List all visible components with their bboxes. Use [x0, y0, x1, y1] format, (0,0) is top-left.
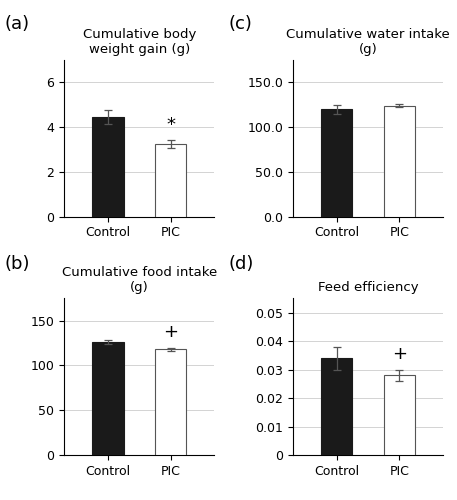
Title: Feed efficiency: Feed efficiency	[318, 282, 418, 294]
Title: Cumulative food intake
(g): Cumulative food intake (g)	[62, 266, 217, 294]
Text: (a): (a)	[5, 15, 30, 33]
Text: *: *	[166, 116, 175, 134]
Text: +: +	[392, 345, 407, 363]
Bar	[92, 342, 123, 455]
Text: (b): (b)	[5, 255, 30, 273]
Bar	[92, 117, 123, 216]
Title: Cumulative body
weight gain (g): Cumulative body weight gain (g)	[83, 28, 196, 56]
Text: +: +	[163, 323, 178, 341]
Text: (d): (d)	[228, 255, 254, 273]
Bar	[321, 110, 352, 216]
Bar	[321, 358, 352, 455]
Bar	[384, 375, 415, 455]
Title: Cumulative water intake
(g): Cumulative water intake (g)	[286, 28, 450, 56]
Text: (c): (c)	[228, 15, 252, 33]
Bar	[155, 144, 186, 216]
Bar	[155, 350, 186, 455]
Bar	[384, 106, 415, 216]
